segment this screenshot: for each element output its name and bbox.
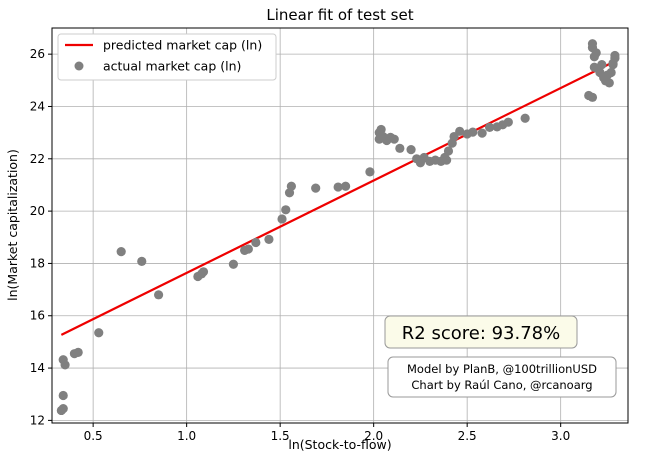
y-tick-label: 20	[30, 204, 45, 218]
fit-line-layer	[60, 60, 616, 336]
x-tick-label: 2.5	[458, 429, 477, 443]
r2-text: R2 score: 93.78%	[402, 323, 560, 344]
plot-frame	[51, 27, 629, 424]
actual-data-point	[58, 404, 68, 414]
actual-data-point	[137, 256, 147, 266]
actual-data-point	[243, 244, 253, 254]
y-axis-label: ln(Market capitalization)	[5, 149, 20, 301]
actual-data-point	[116, 247, 126, 257]
credits-line-1: Model by PlanB, @100trillionUSD	[407, 362, 597, 376]
actual-data-point	[311, 183, 321, 193]
actual-data-point	[198, 267, 209, 277]
actual-data-point	[443, 146, 454, 156]
y-tick-label: 26	[30, 47, 45, 61]
actual-data-point	[228, 259, 239, 269]
r2-box	[384, 315, 578, 349]
actual-data-point	[333, 182, 343, 192]
actual-data-point	[587, 92, 598, 102]
y-tick-label: 22	[30, 152, 45, 166]
tick-layer: 0.5 1.0 1.5 2.0 2.5 3.0 12 14 16 18 20 22 24 26	[30, 47, 571, 443]
credits-box	[387, 356, 617, 398]
actual-data-point	[376, 124, 386, 135]
actual-data-point	[477, 128, 487, 138]
y-tick-label: 16	[30, 309, 45, 323]
actual-data-point	[520, 113, 530, 123]
y-tick-label: 14	[30, 361, 45, 375]
x-tick-label: 2.0	[364, 429, 383, 443]
actual-data-point	[286, 181, 296, 191]
actual-data-point	[597, 60, 607, 70]
chart-title: Linear fit of test set	[266, 6, 413, 24]
actual-data-point	[264, 234, 274, 244]
actual-data-point	[591, 48, 601, 58]
predicted-fit-line	[60, 60, 616, 336]
actual-data-point	[610, 50, 620, 61]
actual-data-point	[604, 78, 614, 88]
legend-box	[57, 33, 277, 81]
actual-data-point	[60, 360, 70, 370]
legend-label-actual: actual market cap (ln)	[103, 59, 241, 74]
credits-annotation: Model by PlanB, @100trillionUSD Chart by…	[387, 356, 617, 398]
actual-data-point	[58, 390, 68, 401]
actual-data-point	[73, 347, 83, 357]
actual-data-point	[94, 328, 104, 338]
actual-data-point	[441, 155, 452, 165]
r2-annotation: R2 score: 93.78%	[384, 315, 578, 349]
actual-data-point	[153, 290, 164, 300]
legend-point-swatch	[74, 61, 84, 71]
scatter-point-layer	[56, 39, 620, 416]
actual-data-point	[406, 145, 416, 155]
actual-data-point	[389, 134, 399, 144]
legend: predicted market cap (ln) actual market …	[57, 33, 277, 81]
grid-layer	[52, 28, 628, 423]
x-tick-label: 1.5	[271, 429, 290, 443]
actual-data-point	[281, 205, 291, 215]
actual-data-point	[277, 214, 287, 224]
actual-data-point	[503, 117, 513, 127]
actual-data-point	[455, 126, 465, 136]
credits-line-2: Chart by Raúl Cano, @rcanoarg	[411, 378, 592, 392]
y-tick-label: 18	[30, 256, 45, 270]
actual-data-point	[365, 167, 375, 177]
y-tick-label: 24	[30, 99, 45, 113]
x-tick-label: 0.5	[84, 429, 103, 443]
actual-data-point	[341, 181, 351, 191]
actual-data-point	[485, 122, 495, 133]
actual-data-point	[395, 143, 405, 153]
y-tick-label: 12	[30, 413, 45, 427]
x-tick-label: 1.0	[177, 429, 196, 443]
x-tick-label: 3.0	[551, 429, 570, 443]
actual-data-point	[606, 67, 616, 78]
x-axis-label: ln(Stock-to-flow)	[288, 437, 391, 452]
legend-label-predicted: predicted market cap (ln)	[103, 38, 262, 53]
actual-data-point	[608, 58, 618, 68]
actual-data-point	[251, 237, 261, 248]
actual-data-point	[468, 127, 478, 137]
